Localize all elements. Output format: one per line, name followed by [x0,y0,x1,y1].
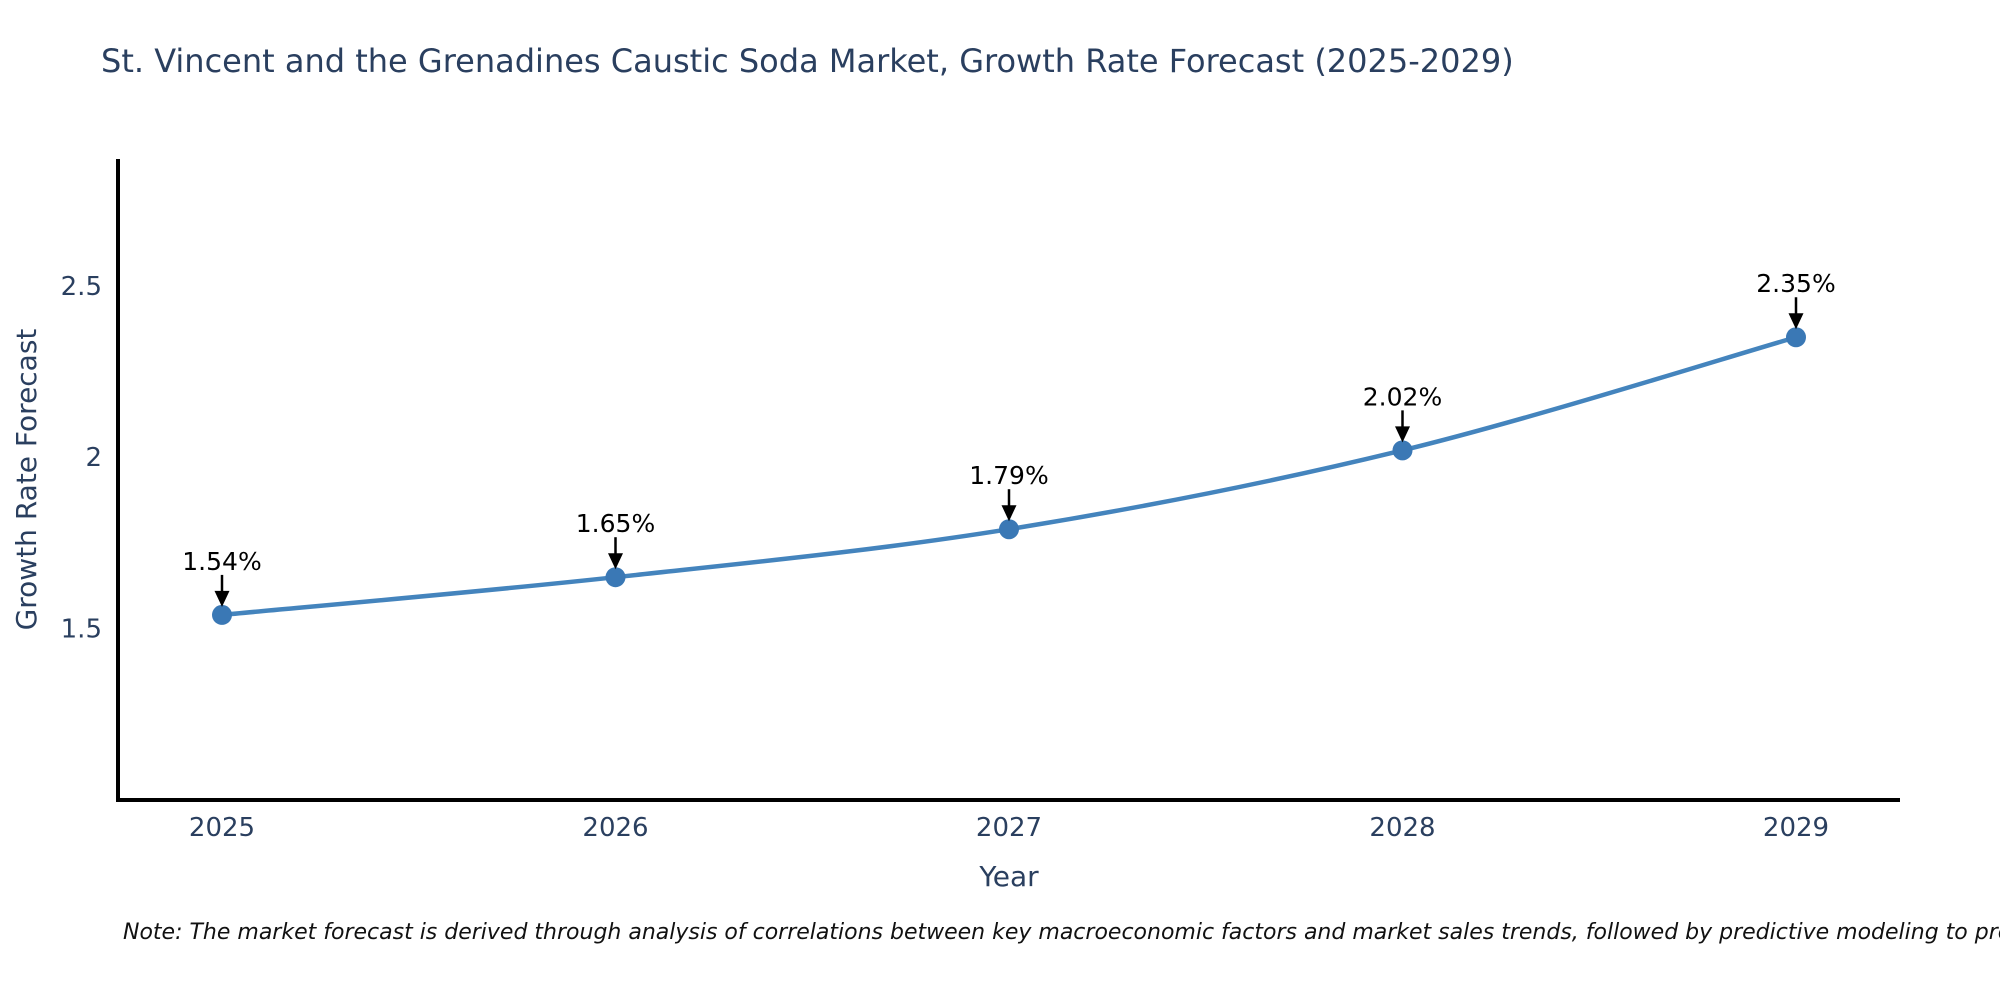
x-tick-label: 2028 [1369,813,1435,843]
y-tick-label: 2.5 [61,272,102,302]
annotation-arrowhead-icon [608,553,623,570]
data-point-marker [212,604,232,625]
y-axis-title: Growth Rate Forecast [10,329,43,631]
data-point-marker [1392,440,1413,461]
annotation-label: 1.65% [576,509,655,538]
data-point-marker [1786,327,1806,348]
data-point-marker [605,567,626,588]
x-tick-label: 2027 [976,813,1042,843]
annotation-label: 1.79% [969,461,1048,490]
annotation-arrowhead-icon [1788,313,1804,330]
data-point-marker [999,519,1019,540]
annotation-arrowhead-icon [1001,505,1017,522]
axis-titles-group: Year Growth Rate Forecast [10,329,1039,893]
x-tick-label: 2026 [582,813,648,843]
y-tick-label: 2 [85,443,102,473]
y-tick-label: 1.5 [61,615,102,645]
annotations-group: 1.54% 1.65% 1.79% 2.02% 2.35% [182,269,1836,607]
annotation-label: 2.35% [1756,269,1835,298]
chart-title: St. Vincent and the Grenadines Caustic S… [101,42,1514,80]
annotation-arrowhead-icon [1395,426,1410,443]
x-tick-label: 2025 [189,813,255,843]
axes-group [116,159,1900,802]
annotation-arrowhead-icon [214,590,230,607]
x-tick-label: 2029 [1763,813,1829,843]
series-group [212,327,1806,625]
tick-labels-group: 1.5 2 2.5 2025 2026 2027 2028 2029 [61,272,1829,843]
footnote: Note: The market forecast is derived thr… [123,920,2000,945]
annotation-label: 2.02% [1363,382,1442,411]
annotation-label: 1.54% [182,547,261,576]
x-axis-title: Year [978,860,1039,893]
